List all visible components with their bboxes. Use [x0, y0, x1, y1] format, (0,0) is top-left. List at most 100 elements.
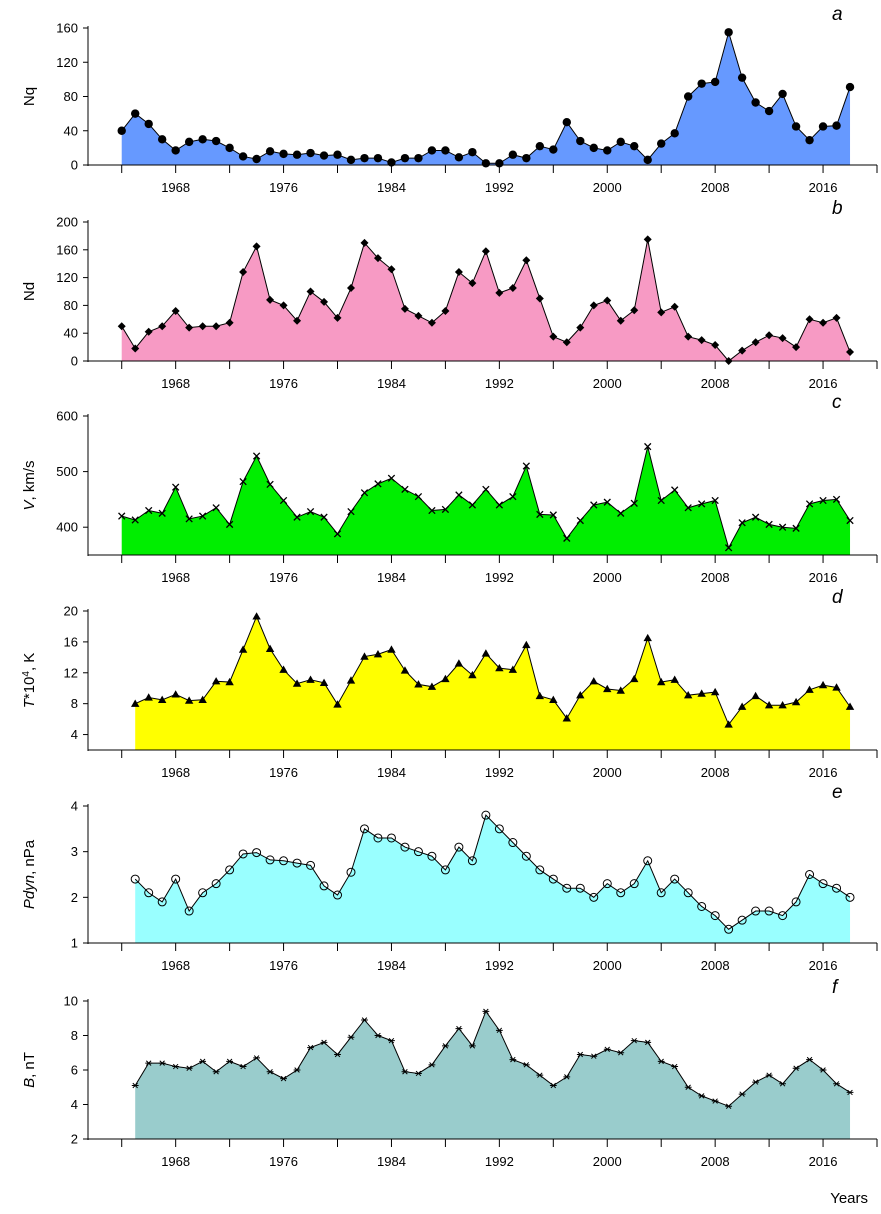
y-axis-title: B, nT: [21, 1052, 38, 1088]
data-point: [279, 301, 288, 310]
x-tick-label: 1984: [377, 958, 406, 973]
y-axis-title: T*104, K: [21, 653, 39, 709]
data-point: [239, 1063, 247, 1070]
data-point: [656, 888, 666, 898]
data-point: [360, 652, 369, 660]
x-tick-label: 1992: [485, 570, 514, 585]
y-tick-label: 80: [64, 89, 78, 104]
data-point: [468, 279, 477, 288]
data-point: [427, 146, 437, 155]
data-point: [441, 674, 450, 683]
data-point: [508, 838, 518, 848]
y-tick-label: 0: [71, 158, 78, 173]
x-tick-label: 1968: [161, 1154, 190, 1169]
data-point: [670, 129, 679, 138]
data-point: [508, 150, 518, 159]
data-point: [184, 696, 194, 704]
data-point: [333, 700, 342, 708]
y-tick-label: 400: [56, 520, 78, 535]
data-point: [778, 701, 787, 709]
data-point: [697, 336, 706, 345]
data-point: [576, 323, 585, 332]
data-point: [778, 334, 787, 343]
data-point: [481, 649, 491, 657]
data-point: [211, 879, 221, 889]
y-tick-label: 40: [64, 326, 78, 341]
panel-c: 400 500 600 1968 1976 1984 1992 2000 2008 2016 V, …: [21, 392, 878, 585]
x-tick-label: 1976: [269, 570, 298, 585]
data-point: [589, 143, 598, 153]
data-point: [779, 1081, 786, 1087]
data-point: [373, 833, 383, 843]
data-point: [509, 1056, 517, 1063]
data-point: [347, 507, 355, 516]
data-point: [563, 1074, 571, 1080]
y-tick-label: 4: [71, 727, 78, 742]
data-point: [252, 154, 261, 164]
data-point: [764, 701, 774, 709]
data-point: [455, 491, 463, 499]
data-point: [388, 1037, 395, 1044]
data-point: [158, 322, 167, 331]
data-point: [266, 1068, 274, 1075]
data-point: [751, 338, 760, 347]
panel-a: 0 40 80 120 160 1968 1976 1984 1992 2000 2008 2016 N…: [21, 4, 878, 195]
data-point: [697, 689, 706, 697]
data-point: [293, 316, 302, 325]
data-point: [131, 109, 140, 118]
data-point: [427, 318, 436, 327]
y-tick-label: 8: [71, 1028, 78, 1043]
y-tick-label: 80: [64, 298, 78, 313]
data-point: [441, 146, 450, 155]
x-tick-label: 2016: [809, 180, 838, 195]
y-tick-label: 12: [64, 665, 78, 680]
data-point: [535, 691, 545, 700]
data-point: [400, 842, 410, 852]
y-axis-title: Nd: [21, 282, 38, 301]
data-point: [279, 856, 289, 866]
data-point: [333, 890, 343, 900]
data-point: [427, 682, 437, 690]
data-point: [670, 874, 680, 884]
data-point: [764, 906, 774, 916]
data-point: [292, 679, 302, 687]
data-point: [710, 77, 720, 87]
data-point: [752, 1079, 760, 1085]
data-point: [225, 143, 234, 153]
y-tick-label: 40: [64, 123, 78, 138]
y-tick-label: 2: [71, 1132, 78, 1147]
data-point: [212, 504, 220, 512]
data-point: [589, 677, 598, 685]
data-point: [819, 496, 827, 505]
data-point: [644, 1039, 652, 1046]
x-tick-label: 1968: [161, 958, 190, 973]
data-point: [144, 888, 154, 898]
data-point: [765, 331, 774, 340]
data-point: [711, 496, 719, 505]
x-tick-label: 2016: [809, 1154, 838, 1169]
data-point: [495, 1027, 503, 1034]
panel-label: c: [832, 392, 842, 413]
data-point: [481, 810, 491, 820]
data-point: [751, 98, 760, 107]
panel-label: e: [832, 782, 843, 803]
data-point: [737, 915, 747, 925]
data-point: [306, 148, 315, 158]
data-point: [171, 146, 180, 155]
data-point: [657, 1058, 665, 1065]
y-tick-label: 600: [56, 409, 78, 424]
data-point: [549, 145, 558, 154]
data-point: [832, 883, 842, 893]
x-tick-label: 1992: [485, 180, 514, 195]
data-point: [684, 332, 693, 341]
data-point: [778, 911, 788, 921]
data-point: [697, 901, 707, 911]
data-point: [495, 501, 504, 509]
x-tick-label: 2000: [593, 180, 622, 195]
data-point: [657, 139, 666, 148]
data-point: [306, 507, 315, 516]
data-point: [198, 695, 207, 703]
data-point: [792, 1065, 800, 1072]
data-point: [818, 122, 828, 131]
x-tick-label: 2008: [701, 958, 730, 973]
